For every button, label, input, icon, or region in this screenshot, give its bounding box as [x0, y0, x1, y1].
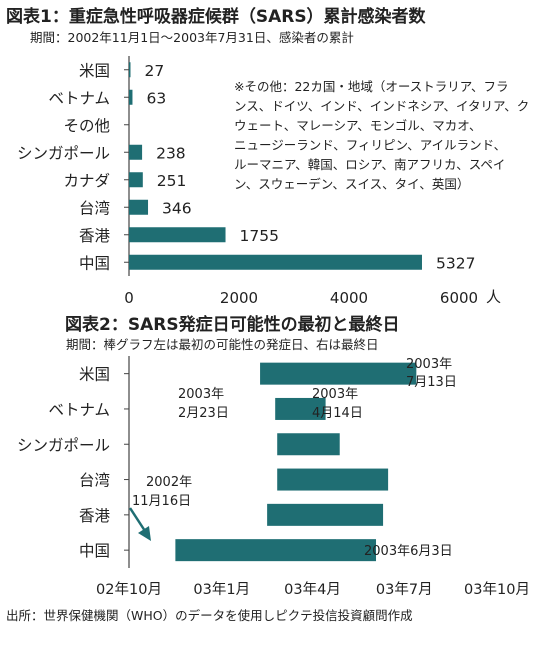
chart1-bar	[129, 254, 422, 270]
chart2-range-bar	[277, 468, 389, 491]
chart1-data-label: 238	[156, 144, 186, 162]
chart2-category-label: 香港	[79, 507, 111, 525]
chart1-bar	[129, 62, 131, 78]
annotation-usa-end-year: 2003年	[406, 357, 452, 372]
chart1-category-label: その他	[63, 117, 110, 135]
chart1-category-label: シンガポール	[17, 144, 110, 162]
chart1-data-label: 5327	[436, 254, 475, 272]
chart2-subtitle: 期間：棒グラフ左は最初の可能性の発症日、右は最終日	[66, 337, 379, 352]
chart1-data-label: 63	[146, 89, 166, 107]
chart1-bar	[129, 227, 226, 243]
chart1-note-line: ニュージーランド、フィリピン、アイルランド、	[234, 138, 506, 153]
chart1-data-label: 27	[144, 62, 164, 80]
chart2-x-tick-label: 03年4月	[284, 581, 341, 598]
chart1-subtitle: 期間：2002年11月1日〜2003年7月31日、感染者の累計	[30, 30, 354, 45]
chart2-x-tick-label: 02年10月	[96, 581, 162, 598]
chart1-title: 図表1：重症急性呼吸器症候群（SARS）累計感染者数	[6, 6, 427, 27]
chart1-bar	[129, 172, 143, 188]
annotation-vn-end-date: 4月14日	[312, 406, 363, 421]
chart2-range-bar	[277, 433, 340, 456]
chart1-bar	[129, 199, 149, 215]
chart1-note: ※その他：22カ国・地域（オーストラリア、フランス、ドイツ、インド、インドネシア…	[234, 79, 529, 192]
chart2-x-tick-label: 03年1月	[193, 581, 250, 598]
chart2-range-bar	[267, 503, 384, 526]
chart1-note-line: ンス、ドイツ、インド、インドネシア、イタリア、ク	[234, 99, 529, 114]
chart1-x-tick-label: 6000	[440, 289, 478, 307]
chart1-data-label: 251	[157, 172, 187, 190]
chart2-category-label: シンガポール	[17, 436, 110, 454]
chart1-x-tick-label: 0	[124, 289, 134, 307]
chart1-note-line: ン、スウェーデン、スイス、タイ、英国）	[234, 177, 469, 192]
chart2-title: 図表2：SARS発症日可能性の最初と最終日	[65, 314, 400, 335]
chart1-data-label: 1755	[240, 227, 279, 245]
chart2-range-bar	[275, 397, 326, 420]
chart1-category-label: 香港	[79, 227, 111, 245]
annotation-cn-start-date: 11月16日	[132, 494, 191, 509]
chart1-category-label: カナダ	[63, 172, 110, 190]
chart2-category-label: 中国	[79, 542, 110, 560]
annotation-cn-end: 2003年6月3日	[364, 544, 453, 559]
chart1-data-label: 346	[162, 199, 192, 217]
annotation-vn-end-year: 2003年	[312, 387, 358, 402]
chart2-category-label: ベトナム	[48, 401, 110, 419]
chart2-category-label: 台湾	[79, 472, 110, 490]
chart1-category-label: 中国	[79, 254, 110, 272]
chart2-x-tick-label: 03年10月	[464, 581, 530, 598]
chart1-note-line: ルーマニア、韓国、ロシア、南アフリカ、スペイ	[234, 157, 505, 172]
annotation-cn-start-year: 2002年	[146, 475, 192, 490]
source-note: 出所：世界保健機関（WHO）のデータを使用しピクテ投信投資顧問作成	[6, 608, 413, 623]
chart1-note-line: ※その他：22カ国・地域（オーストラリア、フラ	[234, 79, 509, 94]
chart2-range-bar	[175, 539, 377, 562]
annotation-usa-end-date: 7月13日	[406, 375, 457, 390]
annotation-vn-start-year: 2003年	[178, 387, 224, 402]
chart2-category-label: 米国	[79, 366, 110, 384]
chart1-category-label: 台湾	[79, 199, 110, 217]
chart1-x-tick-label: 2000	[220, 289, 258, 307]
chart1-bar	[129, 144, 143, 160]
chart1-category-label: 米国	[79, 62, 110, 80]
chart1-x-tick-label: 4000	[330, 289, 368, 307]
chart2-range-bar	[260, 362, 417, 385]
arrow-annotation	[128, 507, 151, 541]
chart1-bar	[129, 89, 133, 105]
chart1-unit: 人	[486, 288, 501, 306]
chart2-x-tick-label: 03年7月	[376, 581, 433, 598]
chart1-note-line: ウェート、マレーシア、モンゴル、マカオ、	[234, 118, 482, 133]
chart1-category-label: ベトナム	[48, 89, 110, 107]
annotation-vn-start-date: 2月23日	[178, 406, 229, 421]
